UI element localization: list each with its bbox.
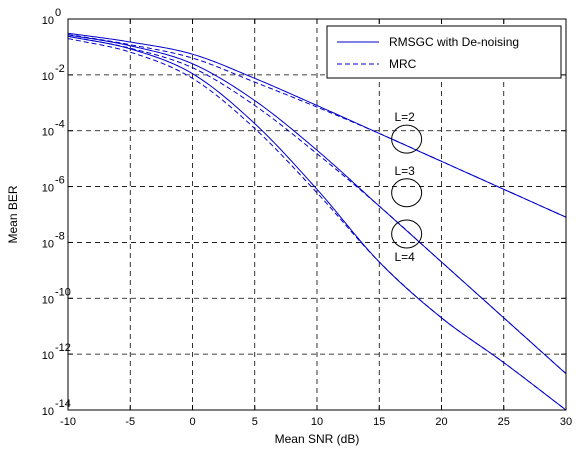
legend-box [326,25,562,79]
annotation-circle [391,178,423,208]
annotation-circle [391,124,423,154]
y-tick-label: 10 [42,406,54,418]
y-tick-label: 10 [42,71,54,83]
legend-label: MRC [389,57,417,71]
y-tick-label: 10 [42,350,54,362]
series-line-mrc-l2 [67,33,567,218]
series-line-mrc-l3 [67,35,567,375]
x-tick-label: 5 [252,416,258,428]
x-tick-label: 0 [189,416,195,428]
y-tick-exponent: 0 [55,7,61,19]
y-tick-label: 10 [42,294,54,306]
legend-label: RMSGC with De-noising [389,35,519,49]
x-tick-label: -5 [125,416,135,428]
y-tick-exponent: -12 [55,342,71,354]
x-axis-label: Mean SNR (dB) [275,432,360,446]
y-tick-label: 10 [42,127,54,139]
x-tick-label: 15 [373,416,385,428]
y-tick-label: 10 [42,238,54,250]
y-axis-label: Mean BER [6,185,20,243]
y-tick-exponent: -4 [55,119,65,131]
series-line-rmsgc-l3 [67,34,567,375]
annotations: L=2 L=3 L=4 [391,110,423,264]
y-tick-exponent: -6 [55,175,65,187]
y-tick-exponent: -10 [55,286,71,298]
x-tick-label: 30 [560,416,572,428]
annotation-label: L=4 [394,250,415,264]
y-tick-exponent: -8 [55,230,65,242]
plot-area: L=2L=3L=4 -10 -5 0 5 10 15 20 25 3010010-210-410… [42,7,572,428]
axis-ticks: -10 -5 0 5 10 15 20 25 3010010-210-410-610-810-1… [42,7,572,428]
y-tick-exponent: -14 [55,398,71,410]
y-tick-exponent: -2 [55,63,65,75]
x-tick-label: 25 [498,416,510,428]
x-tick-label: 20 [435,416,447,428]
legend: RMSGC with De-noising MRC [326,25,562,79]
y-tick-label: 10 [42,15,54,27]
series-line-mrc-l4 [67,38,567,411]
annotation-label: L=2 [394,110,415,124]
y-tick-label: 10 [42,183,54,195]
annotation-circle [391,219,423,249]
annotation-label: L=3 [394,164,415,178]
x-tick-label: 10 [311,416,323,428]
series-lines [67,32,567,411]
x-tick-label: -10 [60,416,76,428]
